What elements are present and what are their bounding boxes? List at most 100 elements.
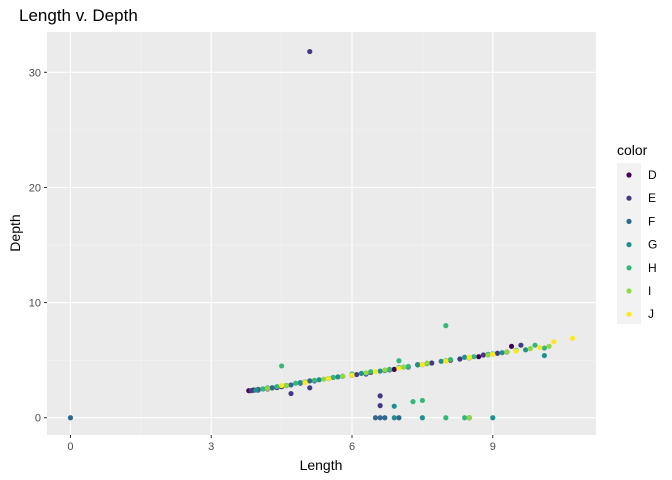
data-point [419, 362, 425, 368]
legend-key [626, 195, 632, 201]
data-point [462, 354, 468, 360]
data-point [466, 415, 472, 421]
data-point [288, 382, 294, 388]
y-tick-label: 20 [29, 182, 41, 194]
data-point [279, 363, 285, 369]
data-point [316, 377, 322, 383]
legend-key [626, 218, 632, 224]
data-point [372, 369, 379, 375]
data-point [279, 382, 285, 389]
data-point [490, 351, 496, 357]
data-point [386, 366, 393, 372]
data-point [67, 415, 74, 421]
legend-label: D [648, 168, 657, 182]
legend-label: J [648, 307, 654, 321]
data-points [67, 48, 576, 421]
data-point [340, 373, 346, 379]
data-point [485, 352, 491, 358]
data-point [264, 385, 271, 391]
y-tick-label: 0 [35, 413, 41, 425]
data-point [494, 350, 501, 356]
major-gridlines [47, 32, 596, 435]
data-point [391, 415, 397, 421]
data-point [248, 388, 254, 394]
data-point [325, 375, 332, 382]
data-point [415, 362, 421, 368]
data-point [405, 363, 411, 370]
y-tick-label: 10 [29, 298, 41, 310]
data-point [518, 342, 524, 348]
data-point [476, 354, 482, 360]
data-point [471, 354, 477, 360]
data-point [321, 376, 327, 382]
data-point [457, 356, 463, 362]
minor-gridlines [47, 32, 596, 435]
data-point [569, 335, 576, 341]
data-point [377, 403, 383, 409]
data-point [377, 368, 383, 374]
legend-key [626, 265, 632, 271]
x-axis-title: Length [300, 457, 343, 473]
data-point [358, 370, 364, 376]
data-point [462, 415, 468, 421]
data-point [391, 366, 397, 372]
data-point [419, 397, 425, 404]
data-point [253, 387, 259, 393]
data-point [443, 323, 449, 329]
data-point [382, 367, 388, 373]
plot-panel [47, 32, 596, 435]
data-point [424, 360, 430, 366]
data-point [541, 345, 547, 351]
legend-label: G [648, 238, 657, 252]
data-point [335, 374, 341, 380]
data-point [363, 370, 369, 376]
data-point [349, 372, 355, 378]
data-point [499, 350, 505, 356]
data-point [541, 352, 547, 359]
data-point [372, 415, 379, 421]
legend-label: H [648, 261, 657, 275]
legend-label: I [648, 284, 651, 298]
data-point [527, 346, 533, 352]
legend-key [626, 172, 632, 178]
data-point [307, 385, 313, 391]
data-point [307, 378, 313, 384]
x-tick-label: 9 [490, 441, 496, 453]
data-point [443, 415, 449, 421]
x-tick-label: 6 [349, 441, 355, 453]
data-point [504, 349, 510, 355]
data-point [551, 339, 557, 345]
data-point [293, 380, 299, 386]
data-point [396, 365, 402, 371]
data-point [443, 358, 449, 364]
data-point [297, 380, 303, 386]
data-point [447, 356, 454, 363]
data-point [438, 358, 444, 364]
data-point [311, 377, 318, 383]
legend-key [626, 242, 632, 248]
data-point [377, 415, 383, 421]
x-axis-ticks: 0 3 6 9 [67, 435, 496, 453]
data-point [537, 344, 543, 351]
data-point [382, 415, 388, 421]
data-point [532, 342, 538, 348]
data-point [274, 384, 280, 390]
data-point [368, 369, 374, 375]
data-point [480, 352, 486, 358]
y-axis-ticks: 0 10 20 30 [29, 67, 47, 425]
data-point [330, 374, 336, 381]
data-point [377, 393, 383, 399]
data-point [490, 415, 496, 421]
legend-label: F [648, 214, 655, 228]
data-point [513, 348, 519, 354]
legend-key [626, 288, 632, 294]
data-point [396, 358, 402, 364]
y-axis-title: Depth [7, 214, 23, 251]
legend-key [626, 311, 632, 317]
x-tick-label: 3 [208, 441, 214, 453]
data-point [260, 386, 266, 392]
data-point [302, 380, 308, 386]
chart-title: Length v. Depth [19, 6, 138, 25]
